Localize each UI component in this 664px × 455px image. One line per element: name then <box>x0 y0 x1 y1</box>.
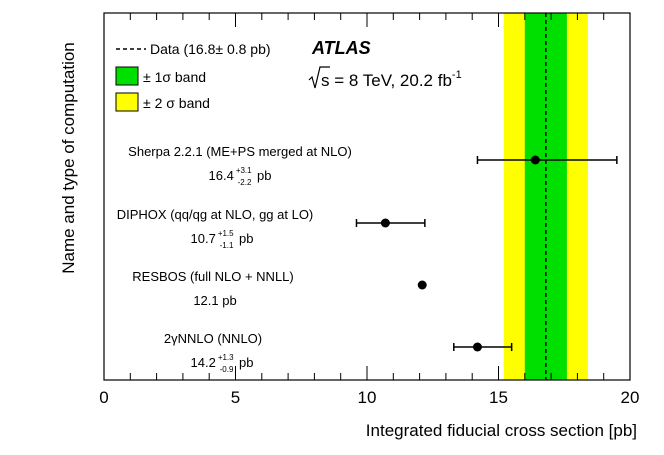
legend-data-label: Data (16.8± 0.8 pb) <box>150 41 271 57</box>
prediction-name: DIPHOX (qq/qg at NLO, gg at LO) <box>117 207 314 222</box>
prediction-value: 10.7 +1.5 -1.1 pb <box>191 229 254 250</box>
prediction-value: 16.4 +3.1 -2.2 pb <box>209 166 272 187</box>
x-axis-label: Integrated fiducial cross section [pb] <box>366 421 637 440</box>
legend-two-sigma-label: ± 2 σ band <box>143 95 210 111</box>
x-axis-ticks: 0 5 10 15 20 <box>99 13 639 407</box>
x-tick-label: 20 <box>621 388 640 407</box>
prediction-3: RESBOS (full NLO + NNLL) 12.1 pb <box>132 269 427 308</box>
legend-two-sigma-swatch <box>115 92 139 112</box>
energy-label: s = 8 TeV, 20.2 fb-1 <box>321 69 462 90</box>
prediction-2: DIPHOX (qq/qg at NLO, gg at LO) 10.7 +1.5-… <box>117 207 426 250</box>
prediction-points: Sherpa 2.2.1 (ME+PS merged at NLO) 16.4 +3… <box>117 144 618 374</box>
prediction-value: 14.2 +1.3 -0.9 pb <box>191 353 254 374</box>
legend-one-sigma-label: ± 1σ band <box>143 69 206 85</box>
prediction-marker <box>380 218 390 228</box>
sqrt-icon <box>308 66 330 89</box>
experiment-label: ATLAS <box>311 38 371 58</box>
legend-one-sigma-swatch <box>115 66 139 86</box>
prediction-value: 12.1 pb <box>193 293 236 308</box>
x-tick-label: 5 <box>231 388 240 407</box>
x-tick-label: 10 <box>358 388 377 407</box>
prediction-1: Sherpa 2.2.1 (ME+PS merged at NLO) 16.4 +3… <box>128 144 618 187</box>
prediction-marker <box>530 155 540 165</box>
y-axis-label: Name and type of computation <box>59 42 78 274</box>
x-tick-label: 15 <box>489 388 508 407</box>
prediction-4: 2γNNLO (NNLO) 14.2 +1.3 -0.9 pb <box>164 331 513 374</box>
prediction-marker <box>472 342 482 352</box>
prediction-name: Sherpa 2.2.1 (ME+PS merged at NLO) <box>128 144 352 159</box>
prediction-marker <box>417 280 427 290</box>
prediction-name: 2γNNLO (NNLO) <box>164 331 262 346</box>
prediction-name: RESBOS (full NLO + NNLL) <box>132 269 293 284</box>
x-tick-label: 0 <box>99 388 108 407</box>
